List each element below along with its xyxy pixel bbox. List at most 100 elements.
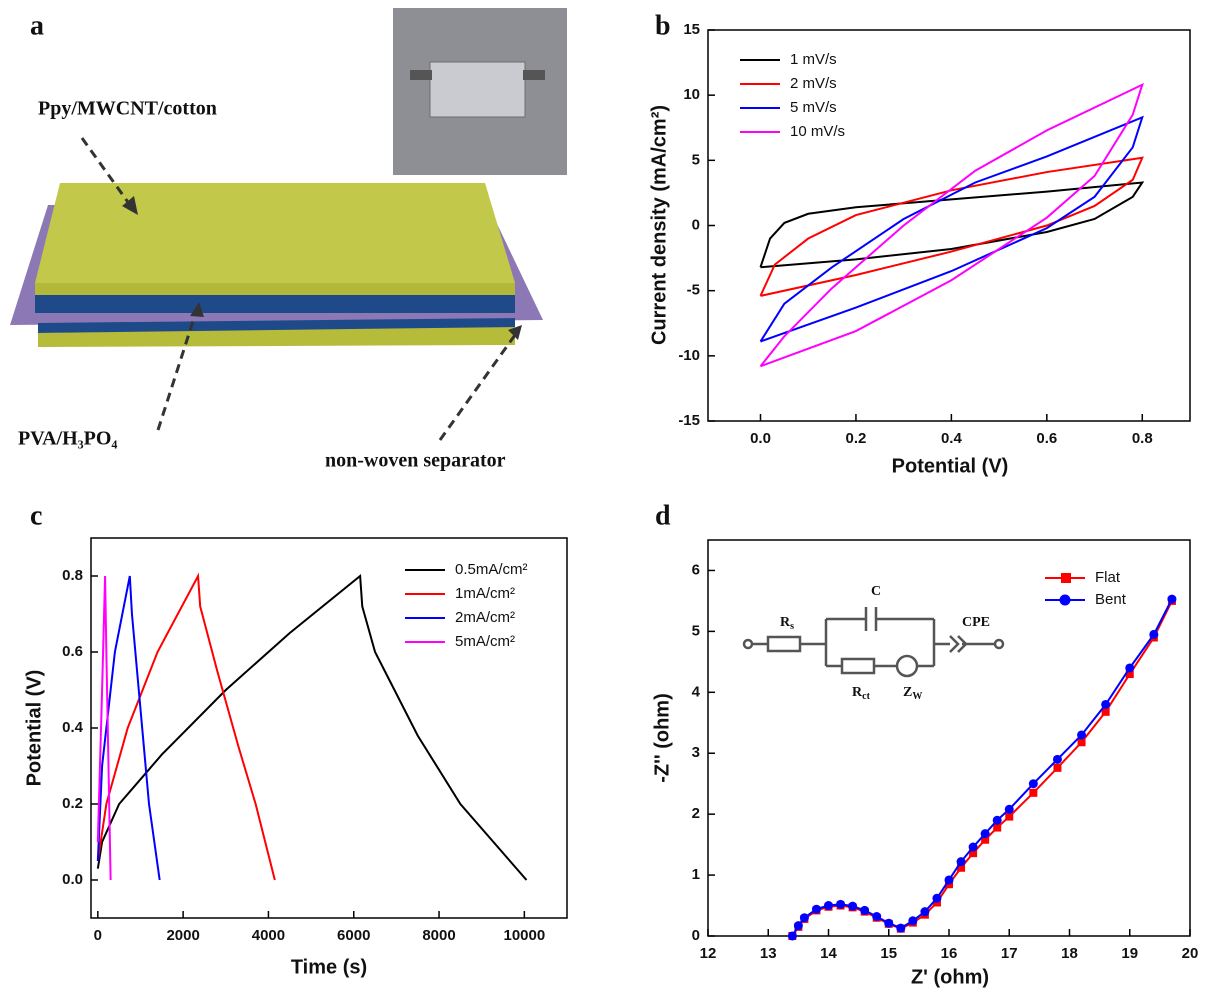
legend-label: 0.5mA/cm²	[455, 561, 528, 578]
x-tick-label: 0.8	[1132, 430, 1153, 447]
circuit-label-sub: s	[790, 621, 794, 632]
y-tick-label: 0.4	[62, 719, 84, 736]
marker	[799, 913, 809, 923]
x-tick-label: 17	[1001, 945, 1018, 962]
marker	[1149, 629, 1159, 639]
legend-label: 2 mV/s	[790, 75, 837, 92]
circuit-label-sub: W	[912, 691, 922, 702]
circuit-label-main: R	[852, 685, 863, 700]
x-axis-label: Z' (ohm)	[911, 966, 989, 988]
y-tick-label: -15	[678, 412, 700, 429]
y-axis-label: -Z'' (ohm)	[651, 693, 673, 782]
circuit-label: CPE	[962, 615, 990, 630]
label: PVA/H₃PO₄	[18, 428, 117, 450]
marker	[848, 901, 858, 911]
marker	[1052, 754, 1062, 764]
legend-label: 1mA/cm²	[455, 585, 515, 602]
bottom-electrolyte	[38, 318, 515, 333]
marker	[1053, 763, 1062, 772]
circuit-label-main: R	[780, 615, 791, 630]
circuit-label: Rct	[852, 685, 871, 702]
marker	[860, 905, 870, 915]
marker	[884, 918, 894, 928]
marker	[993, 823, 1002, 832]
legend-marker	[1061, 573, 1071, 583]
y-tick-label: 2	[692, 805, 700, 822]
y-tick-label: -10	[678, 347, 700, 364]
circuit-label: C	[871, 584, 881, 599]
marker	[1077, 730, 1087, 740]
marker	[957, 863, 966, 872]
top-electrolyte	[35, 295, 515, 313]
x-tick-label: 0	[94, 927, 102, 944]
photo-device	[429, 61, 526, 118]
marker	[811, 904, 821, 914]
x-tick-label: 0.4	[941, 430, 963, 447]
x-tick-label: 2000	[166, 927, 199, 944]
legend-label: 5mA/cm²	[455, 633, 515, 650]
marker	[956, 857, 966, 867]
y-tick-label: 6	[692, 561, 700, 578]
legend-label: 5 mV/s	[790, 99, 837, 116]
marker	[793, 921, 803, 931]
series-line	[759, 156, 1144, 297]
marker	[836, 899, 846, 909]
plot-frame	[707, 29, 1191, 422]
x-tick-label: 16	[941, 945, 958, 962]
y-tick-label: 4	[692, 683, 701, 700]
marker	[1077, 738, 1086, 747]
y-axis-label: Current density (mA/cm²)	[648, 105, 670, 345]
circuit-label-main: Z	[903, 685, 912, 700]
series-line	[791, 600, 1173, 937]
series-line	[759, 181, 1145, 269]
marker	[981, 835, 990, 844]
legend-label: 10 mV/s	[790, 123, 845, 140]
photo-tab	[523, 70, 545, 80]
x-tick-label: 13	[760, 945, 777, 962]
y-tick-label: 0.6	[62, 643, 83, 660]
marker	[824, 901, 833, 911]
y-tick-label: 0	[692, 216, 700, 233]
marker	[944, 875, 954, 885]
series-line	[791, 598, 1173, 937]
circuit-label-main: C	[871, 584, 881, 599]
y-tick-label: 0.0	[62, 871, 83, 888]
arrow-heads	[122, 196, 522, 340]
y-tick-label: 1	[692, 866, 700, 883]
circuit-label: Rs	[780, 615, 794, 632]
panel-label: b	[655, 10, 671, 41]
marker	[1028, 779, 1038, 789]
marker	[1005, 812, 1014, 821]
panel-label: c	[30, 500, 42, 531]
marker	[1125, 663, 1135, 673]
marker	[992, 815, 1002, 825]
marker	[896, 923, 906, 933]
marker	[980, 829, 990, 839]
x-tick-label: 19	[1121, 945, 1138, 962]
marker	[932, 893, 942, 903]
y-tick-label: 10	[683, 86, 700, 103]
series-line	[96, 575, 161, 881]
series-line	[96, 574, 528, 881]
marker	[1101, 707, 1110, 716]
top-electrode-side	[35, 283, 515, 295]
arrows	[80, 137, 517, 441]
marker	[969, 849, 978, 858]
bottom-electrode	[38, 325, 515, 347]
marker	[1101, 699, 1111, 709]
panel-label: d	[655, 500, 671, 531]
circuit-inset	[742, 607, 1005, 678]
x-tick-label: 0.0	[750, 430, 771, 447]
marker	[1004, 804, 1014, 814]
top-electrode-face	[35, 183, 515, 283]
x-tick-label: 0.2	[846, 430, 867, 447]
x-tick-label: 12	[700, 945, 717, 962]
marker	[920, 907, 930, 917]
legend-marker	[1059, 594, 1071, 606]
legend-label: Flat	[1095, 569, 1121, 586]
y-tick-label: 5	[692, 151, 700, 168]
x-tick-label: 0.6	[1036, 430, 1057, 447]
marker	[872, 912, 882, 922]
y-tick-label: 3	[692, 744, 700, 761]
